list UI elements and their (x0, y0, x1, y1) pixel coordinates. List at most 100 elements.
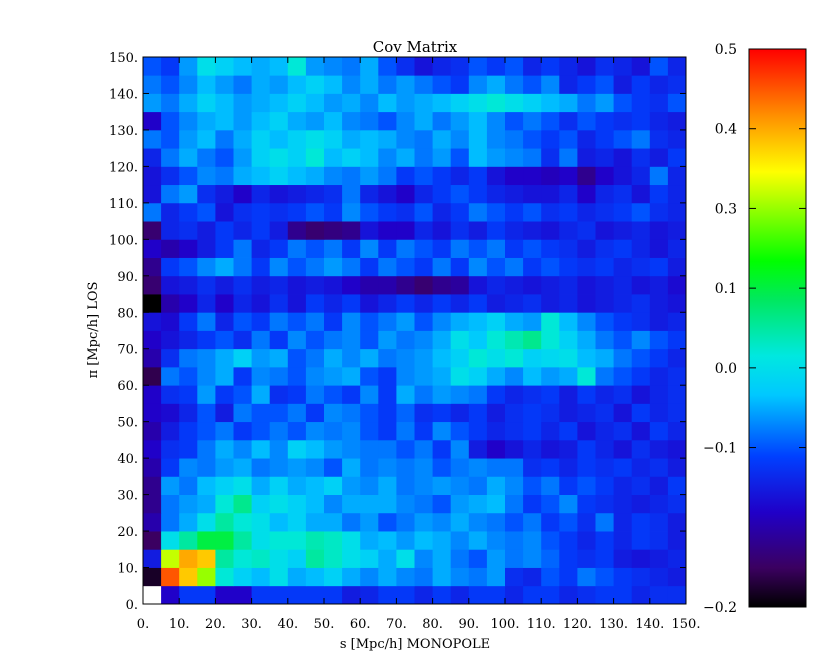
heatmap-cell (143, 57, 162, 76)
heatmap-cell (161, 439, 180, 459)
heatmap-cell (215, 184, 234, 204)
heatmap-cell (523, 129, 542, 149)
heatmap-cell (577, 330, 596, 350)
heatmap-cell (523, 221, 542, 240)
heatmap-cell (197, 239, 216, 258)
heatmap-cell (396, 366, 415, 386)
heatmap-cell (559, 476, 578, 495)
heatmap-cell (287, 294, 307, 313)
heatmap-cell (631, 202, 651, 222)
heatmap-cell (378, 421, 397, 441)
heatmap-cell (251, 531, 271, 550)
heatmap-cell (269, 494, 289, 514)
heatmap-cell (197, 348, 216, 368)
heatmap-cell (215, 221, 234, 240)
heatmap-cell (378, 348, 397, 368)
heatmap-cell (613, 75, 633, 94)
heatmap-cell (414, 93, 433, 113)
heatmap-cell (396, 549, 415, 568)
heatmap-cell (450, 421, 470, 441)
heatmap-cell (468, 239, 488, 258)
heatmap-cell (215, 93, 234, 113)
heatmap-cell (432, 549, 452, 568)
heatmap-cell (396, 184, 415, 204)
heatmap-cell (378, 312, 397, 331)
heatmap-cell (269, 257, 289, 277)
heatmap-cell (450, 111, 470, 131)
heatmap-cell (667, 294, 687, 313)
heatmap-cell (631, 531, 651, 550)
heatmap-cell (667, 512, 687, 532)
heatmap-cell (161, 129, 180, 149)
heatmap-cell (143, 166, 162, 186)
heatmap-cell (667, 421, 687, 441)
heatmap-cell (450, 403, 470, 423)
heatmap-cell (305, 111, 325, 131)
heatmap-cell (649, 585, 669, 605)
x-axis-label: s [Mpc/h] MONOPOLE (340, 637, 490, 652)
heatmap-cell (305, 93, 325, 113)
heatmap-cell (505, 184, 524, 204)
heatmap-cell (324, 312, 343, 331)
heatmap-cell (342, 312, 361, 331)
heatmap-cell (486, 148, 506, 167)
x-tick-label: 10. (169, 617, 190, 632)
heatmap-cell (215, 512, 234, 532)
heatmap-cell (649, 129, 669, 149)
heatmap-cell (179, 75, 198, 94)
colorbar-tick-label: 0.5 (715, 42, 737, 58)
heatmap-cell (305, 257, 325, 277)
heatmap-cell (251, 348, 271, 368)
heatmap-cell (559, 330, 578, 350)
heatmap-cell (396, 385, 415, 404)
heatmap-cell (396, 111, 415, 131)
heatmap-cell (414, 221, 433, 240)
heatmap-cell (251, 111, 271, 131)
heatmap-cell (559, 421, 578, 441)
heatmap-cell (143, 294, 162, 313)
heatmap-cell (324, 57, 343, 76)
heatmap-cell (450, 202, 470, 222)
heatmap-cell (378, 275, 397, 295)
heatmap-cell (161, 257, 180, 277)
heatmap-cell (179, 312, 198, 331)
heatmap-cell (559, 312, 578, 331)
heatmap-cell (523, 202, 542, 222)
heatmap-cell (577, 202, 596, 222)
heatmap-cell (305, 403, 325, 423)
heatmap-cell (577, 585, 596, 605)
heatmap-cell (324, 93, 343, 113)
heatmap-cell (486, 312, 506, 331)
heatmap-cell (505, 275, 524, 295)
heatmap-cell (233, 257, 252, 277)
heatmap-cell (432, 330, 452, 350)
heatmap-cell (396, 421, 415, 441)
heatmap-cell (287, 57, 307, 76)
heatmap-cell (523, 93, 542, 113)
heatmap-cell (414, 366, 433, 386)
heatmap-cell (233, 549, 252, 568)
colorbar-tick-label: 0.4 (715, 122, 737, 138)
plot-frame (142, 56, 687, 605)
heatmap-cell (432, 239, 452, 258)
heatmap-cell (287, 312, 307, 331)
heatmap-cell (251, 458, 271, 477)
heatmap-cell (595, 439, 614, 459)
heatmap-cell (269, 531, 289, 550)
heatmap-cell (143, 585, 162, 605)
heatmap-cell (179, 239, 198, 258)
heatmap-cell (613, 531, 633, 550)
heatmap-cell (486, 184, 506, 204)
heatmap-cell (613, 476, 633, 495)
heatmap-cell (287, 129, 307, 149)
heatmap-cell (649, 385, 669, 404)
heatmap-cell (215, 385, 234, 404)
heatmap-cell (468, 476, 488, 495)
heatmap-cell (215, 458, 234, 477)
heatmap-cell (414, 458, 433, 477)
heatmap-cell (342, 75, 361, 94)
heatmap-cell (215, 585, 234, 605)
heatmap-cell (342, 549, 361, 568)
heatmap-cell (577, 221, 596, 240)
heatmap-cell (305, 57, 325, 76)
